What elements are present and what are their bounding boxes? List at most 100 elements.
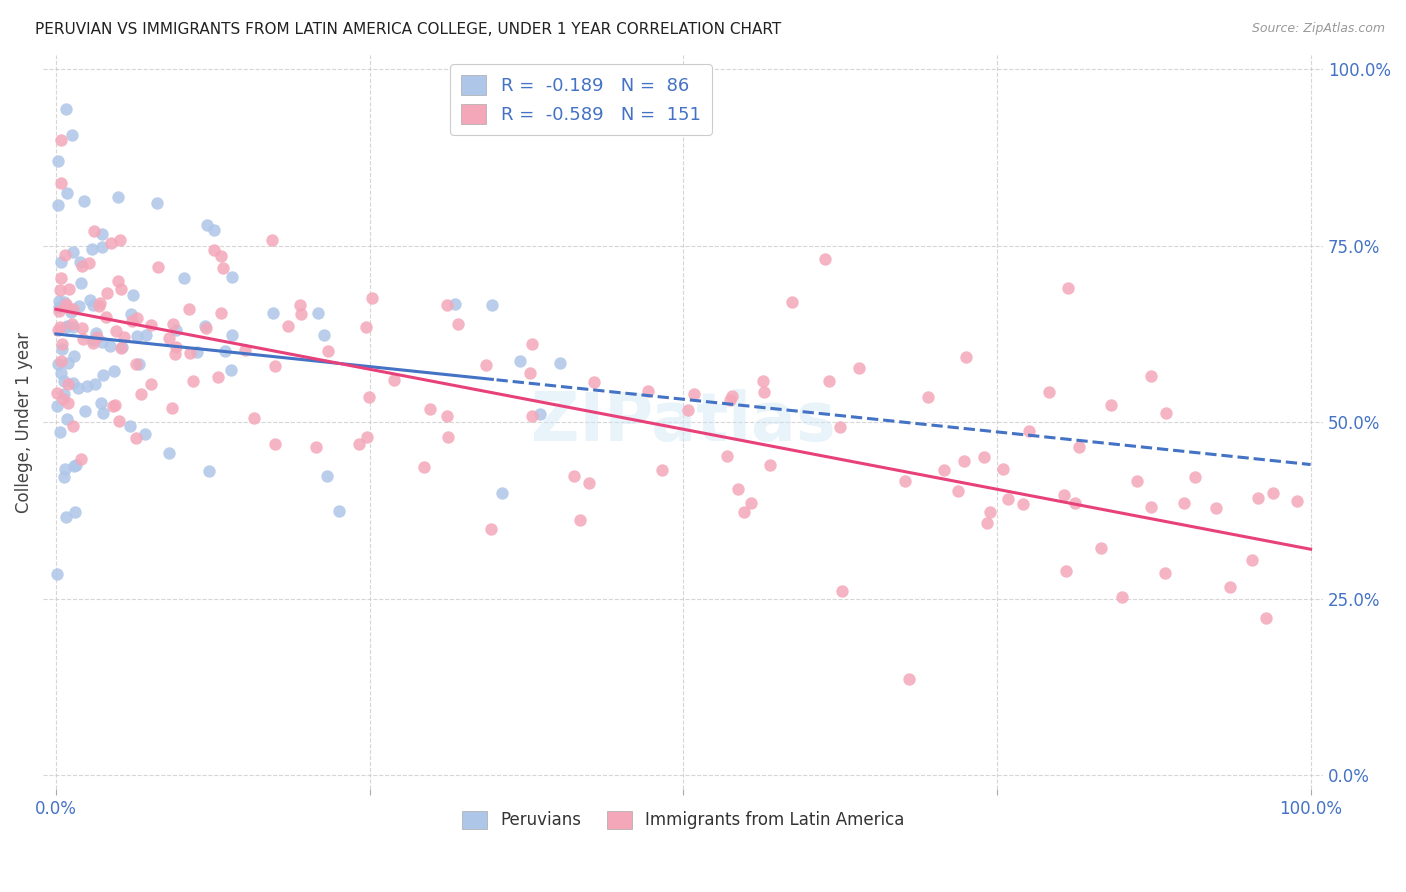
Point [157, 331, 180, 345]
Point [110, 233, 132, 247]
Point [46, 154, 69, 169]
Point [848, 361, 870, 376]
Point [53, 387, 76, 401]
Text: ZIPatlas: ZIPatlas [531, 389, 835, 455]
Point [52, 470, 75, 484]
Point [946, 484, 969, 499]
Point [382, 373, 405, 387]
Point [91, 334, 114, 349]
Point [277, 318, 299, 333]
Point [1154, 406, 1177, 420]
Point [125, 311, 148, 326]
Point [479, 522, 502, 536]
Point [979, 505, 1001, 519]
Point [181, 374, 204, 388]
Point [1099, 398, 1122, 412]
Point [93, 406, 115, 420]
Point [56, 356, 79, 370]
Point [481, 298, 503, 312]
Point [84, 377, 107, 392]
Point [59, 305, 82, 319]
Point [1286, 494, 1309, 508]
Point [475, 359, 498, 373]
Point [110, 341, 132, 355]
Point [53, 294, 76, 309]
Point [314, 327, 336, 342]
Point [569, 513, 592, 527]
Point [162, 317, 184, 331]
Point [243, 410, 266, 425]
Point [63, 505, 86, 519]
Point [165, 340, 187, 354]
Point [198, 464, 221, 478]
Point [60, 128, 83, 142]
Point [1111, 591, 1133, 605]
Point [716, 450, 738, 464]
Point [90, 227, 112, 241]
Point [1219, 580, 1241, 594]
Point [55, 102, 77, 116]
Point [94, 310, 117, 325]
Point [212, 261, 235, 276]
Point [83, 224, 105, 238]
Point [90, 239, 112, 253]
Point [307, 306, 329, 320]
Point [56, 411, 79, 425]
Point [751, 374, 773, 388]
Point [678, 403, 700, 417]
Point [100, 339, 122, 353]
Point [67, 381, 90, 395]
Point [82, 333, 104, 347]
Text: PERUVIAN VS IMMIGRANTS FROM LATIN AMERICA COLLEGE, UNDER 1 YEAR CORRELATION CHAR: PERUVIAN VS IMMIGRANTS FROM LATIN AMERIC… [35, 22, 782, 37]
Point [436, 409, 458, 423]
Point [520, 409, 543, 423]
Point [129, 386, 152, 401]
Point [419, 402, 441, 417]
Point [108, 414, 131, 428]
Point [1011, 497, 1033, 511]
Point [55, 297, 77, 311]
Point [359, 390, 381, 404]
Point [82, 298, 104, 312]
Legend: Peruvians, Immigrants from Latin America: Peruvians, Immigrants from Latin America [456, 804, 911, 836]
Point [177, 301, 200, 316]
Point [1018, 424, 1040, 438]
Point [209, 306, 232, 320]
Point [79, 256, 101, 270]
Point [63, 349, 86, 363]
Point [214, 344, 236, 359]
Point [60, 317, 83, 331]
Point [828, 419, 851, 434]
Point [69, 255, 91, 269]
Point [72, 333, 94, 347]
Point [897, 672, 920, 686]
Point [195, 320, 218, 334]
Point [1126, 475, 1149, 489]
Point [1090, 541, 1112, 555]
Point [529, 407, 551, 421]
Point [121, 314, 143, 328]
Point [1240, 553, 1263, 567]
Point [361, 292, 384, 306]
Point [100, 235, 122, 250]
Point [1261, 486, 1284, 500]
Point [186, 344, 208, 359]
Point [128, 357, 150, 371]
Point [103, 364, 125, 378]
Point [146, 196, 169, 211]
Point [67, 299, 90, 313]
Point [90, 396, 112, 410]
Point [49, 271, 72, 285]
Point [62, 319, 84, 334]
Point [997, 491, 1019, 506]
Point [49, 255, 72, 269]
Point [991, 462, 1014, 476]
Point [1140, 500, 1163, 515]
Point [520, 336, 543, 351]
Point [780, 295, 803, 310]
Point [46, 386, 69, 401]
Point [56, 186, 79, 200]
Point [221, 269, 243, 284]
Point [519, 366, 541, 380]
Point [447, 317, 470, 331]
